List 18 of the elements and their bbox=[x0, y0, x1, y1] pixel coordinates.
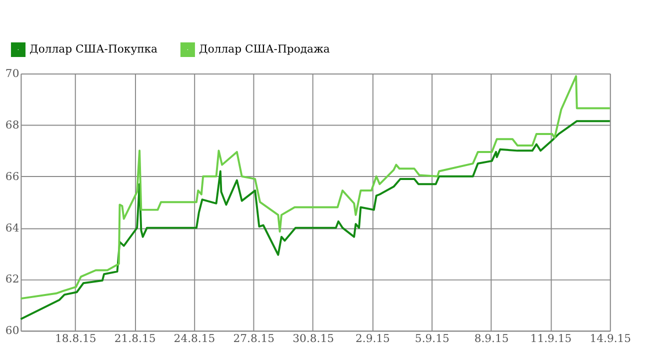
x-tick-label: 8.9.15 bbox=[474, 332, 509, 346]
legend-label: Доллар США-Покупка bbox=[30, 42, 158, 56]
x-tick-label: 27.8.15 bbox=[233, 332, 275, 346]
y-tick-label: 60 bbox=[5, 324, 20, 338]
y-tick-label: 66 bbox=[5, 170, 20, 183]
x-tick-label: 14.9.15 bbox=[590, 332, 632, 346]
y-tick-label: 64 bbox=[5, 221, 20, 234]
y-tick-label: 62 bbox=[5, 272, 20, 286]
x-tick-label: 11.9.15 bbox=[530, 332, 572, 346]
x-tick-label: 30.8.15 bbox=[292, 332, 334, 346]
x-tick-label: 18.8.15 bbox=[54, 332, 96, 346]
x-tick-label: 21.8.15 bbox=[114, 332, 156, 346]
x-tick-label: 2.9.15 bbox=[356, 332, 390, 346]
y-tick-label: 70 bbox=[5, 66, 20, 80]
legend-label: Доллар США-Продажа bbox=[199, 42, 330, 56]
x-tick-label: 5.9.15 bbox=[414, 332, 450, 346]
x-tick-label: 24.8.15 bbox=[174, 332, 216, 346]
y-tick-label: 68 bbox=[5, 118, 20, 132]
